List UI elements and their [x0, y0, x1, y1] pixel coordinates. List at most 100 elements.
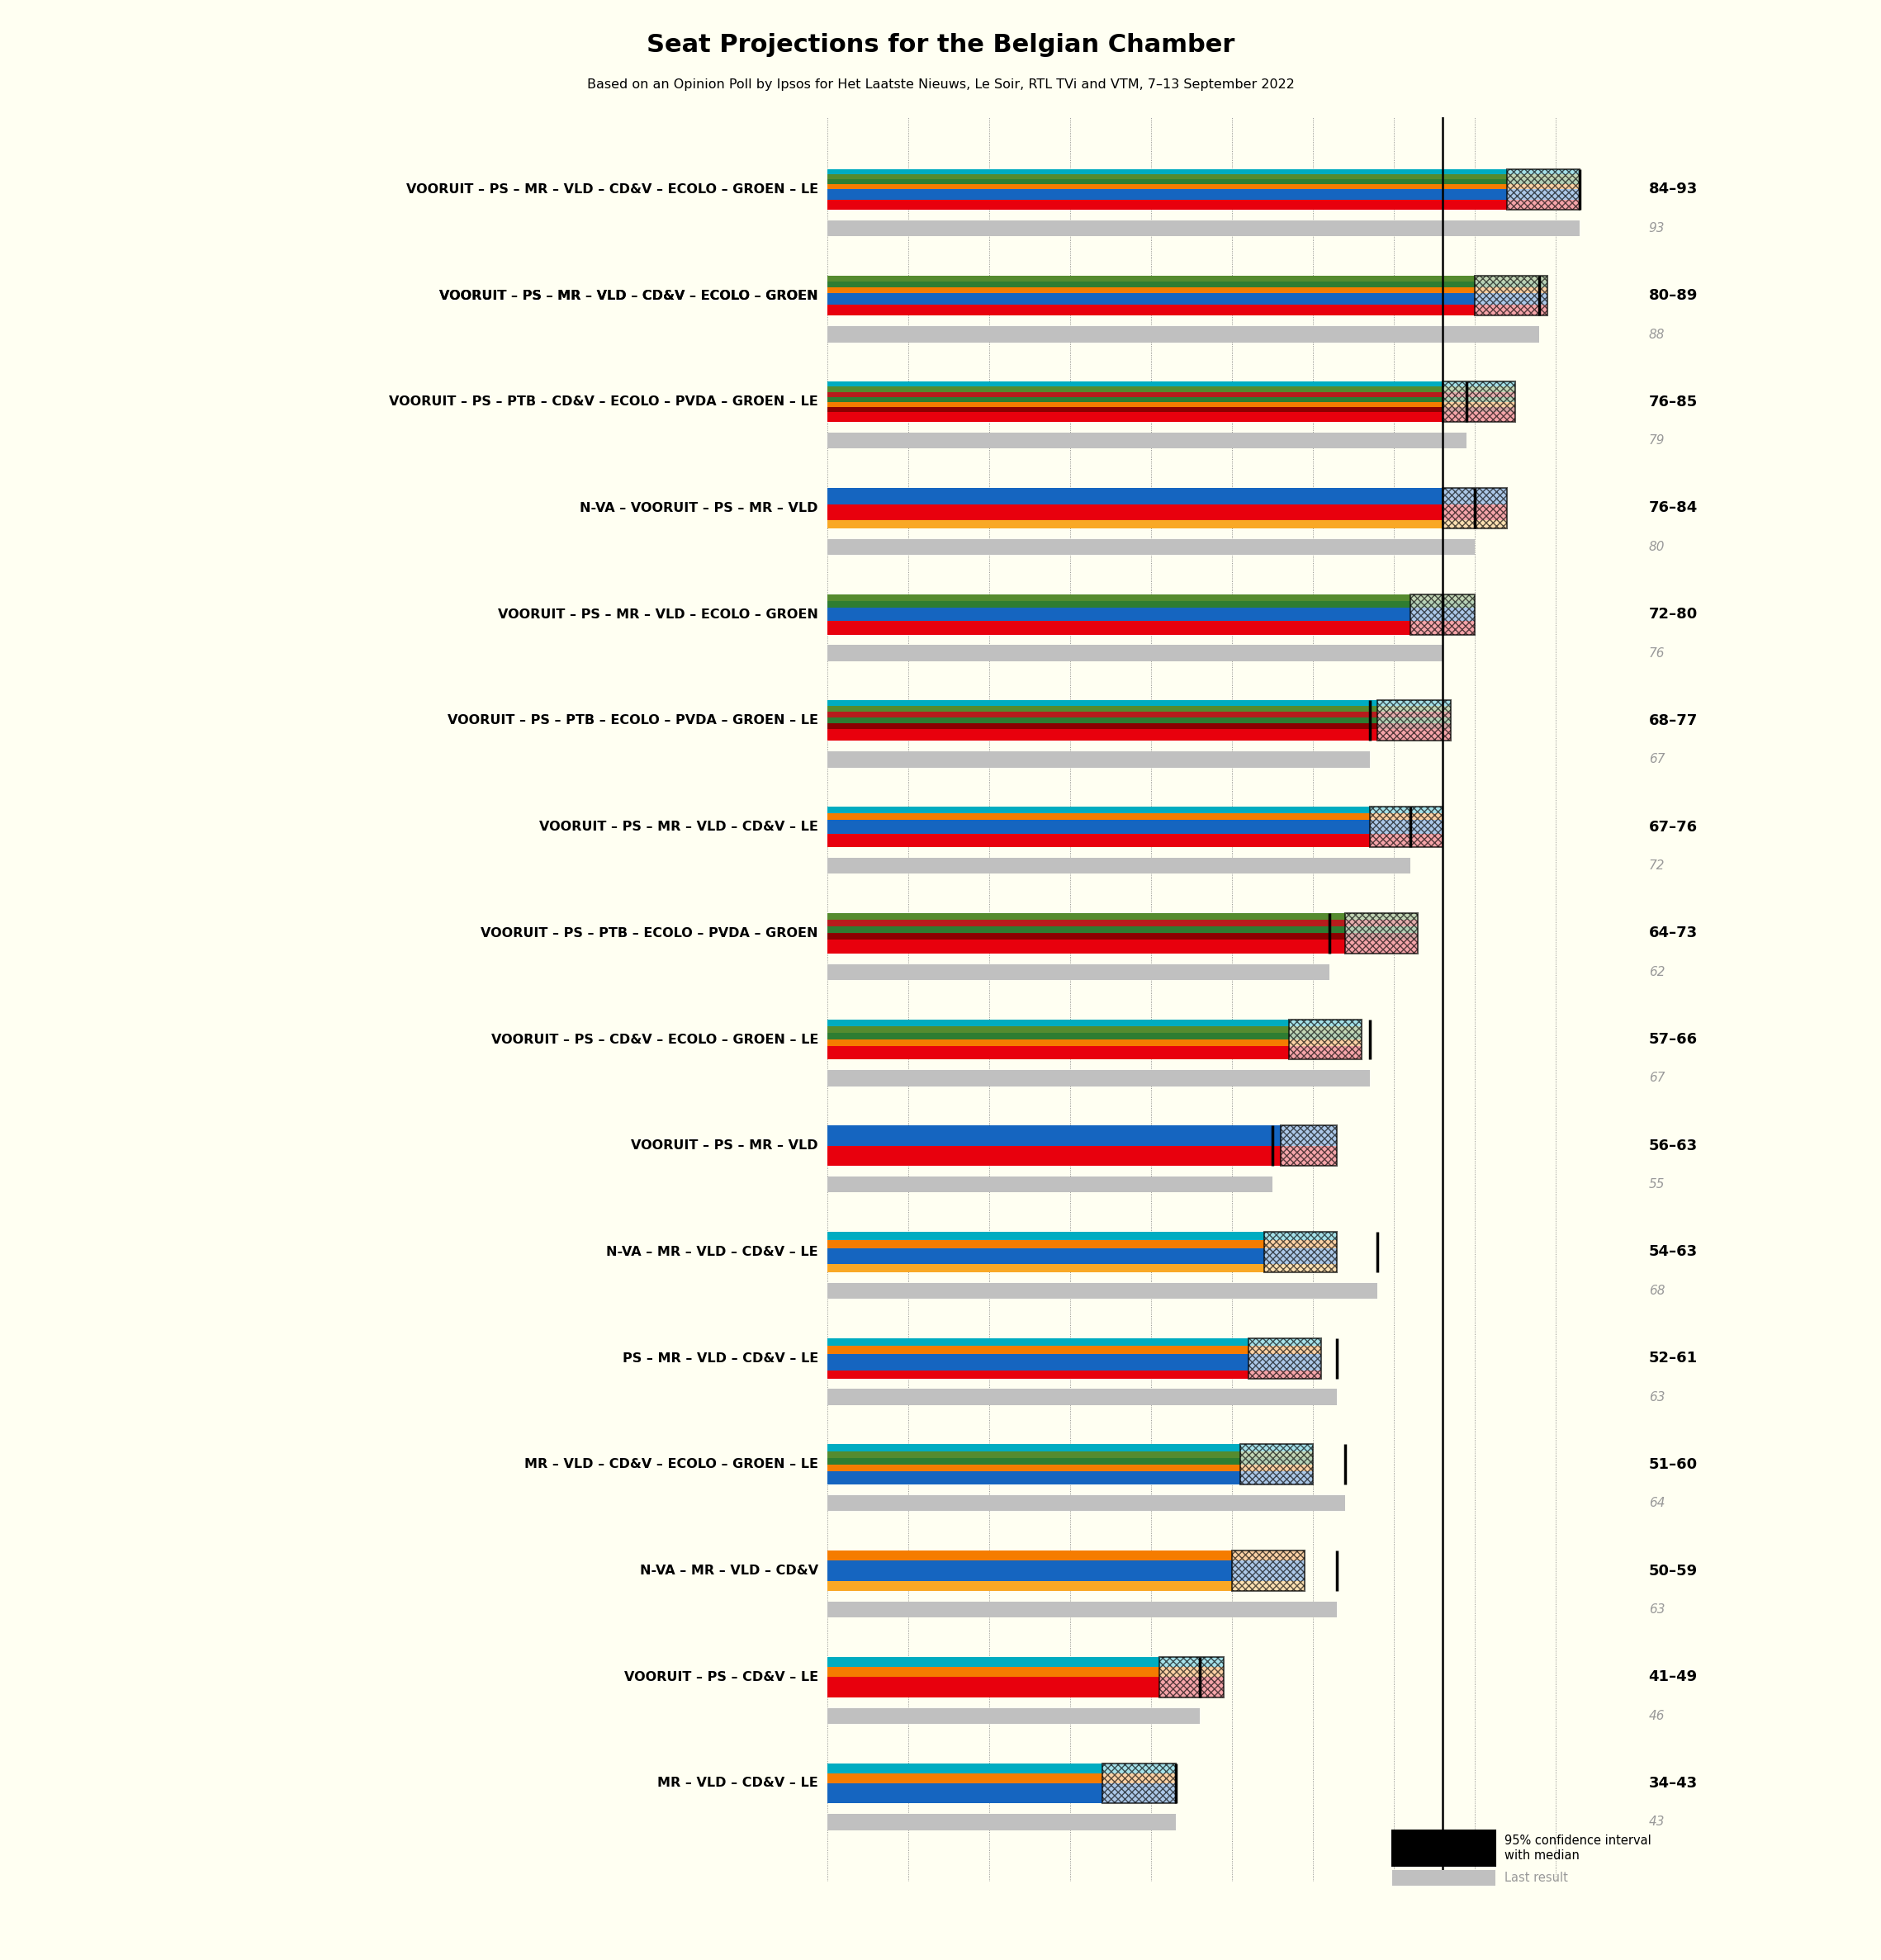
Text: 88: 88: [1648, 327, 1665, 341]
Bar: [828, 819, 1443, 827]
Bar: [828, 645, 1443, 661]
Text: VOORUIT – PS – MR – VLD – ECOLO – GROEN: VOORUIT – PS – MR – VLD – ECOLO – GROEN: [498, 608, 818, 621]
Text: Last result: Last result: [1505, 1872, 1569, 1884]
Bar: [828, 1707, 1200, 1723]
Bar: [828, 1053, 1362, 1060]
Bar: [828, 723, 1450, 729]
Bar: [828, 1472, 1313, 1478]
Bar: [828, 1815, 1176, 1831]
Bar: [828, 1774, 1176, 1784]
Bar: [828, 488, 1507, 496]
Bar: [828, 613, 1475, 621]
Bar: [828, 1249, 1337, 1256]
Text: Seat Projections for the Belgian Chamber: Seat Projections for the Belgian Chamber: [647, 33, 1234, 57]
Bar: [828, 941, 1418, 947]
Text: Based on an Opinion Poll by Ipsos for Het Laatste Nieuws, Le Soir, RTL TVi and V: Based on an Opinion Poll by Ipsos for He…: [587, 78, 1294, 90]
Text: 67–76: 67–76: [1648, 819, 1697, 835]
Bar: [828, 298, 1548, 304]
Text: 95% confidence interval
with median: 95% confidence interval with median: [1505, 1835, 1652, 1862]
Text: VOORUIT – PS – PTB – ECOLO – PVDA – GROEN – LE: VOORUIT – PS – PTB – ECOLO – PVDA – GROE…: [448, 715, 818, 727]
Bar: [828, 504, 1507, 512]
Bar: [828, 700, 1450, 706]
Bar: [828, 286, 1548, 292]
Bar: [828, 412, 1516, 417]
Text: 57–66: 57–66: [1648, 1033, 1697, 1047]
Bar: [1475, 276, 1548, 316]
Bar: [828, 178, 1580, 184]
Bar: [828, 1560, 1305, 1570]
Bar: [828, 827, 1443, 833]
Text: VOORUIT – PS – MR – VLD: VOORUIT – PS – MR – VLD: [632, 1139, 818, 1152]
Bar: [1411, 594, 1475, 635]
Bar: [828, 402, 1516, 408]
Bar: [828, 1582, 1305, 1592]
Text: 52–61: 52–61: [1648, 1350, 1697, 1366]
Bar: [828, 1570, 1305, 1582]
Text: 63: 63: [1648, 1603, 1665, 1615]
Text: 41–49: 41–49: [1648, 1670, 1697, 1684]
Bar: [828, 858, 1411, 874]
Bar: [828, 169, 1580, 174]
Bar: [828, 1688, 1225, 1697]
Bar: [828, 1241, 1337, 1249]
Bar: [828, 1784, 1176, 1793]
Bar: [828, 539, 1475, 555]
Bar: [828, 304, 1548, 310]
Bar: [828, 1793, 1176, 1803]
Text: 67: 67: [1648, 753, 1665, 766]
Bar: [828, 1370, 1320, 1378]
Bar: [828, 519, 1507, 529]
Bar: [1369, 808, 1443, 847]
Text: VOORUIT – PS – MR – VLD – CD&V – LE: VOORUIT – PS – MR – VLD – CD&V – LE: [540, 821, 818, 833]
Bar: [828, 174, 1580, 178]
Bar: [828, 310, 1548, 316]
Bar: [828, 1390, 1337, 1405]
Bar: [828, 417, 1516, 421]
Bar: [828, 627, 1475, 635]
Bar: [828, 327, 1539, 343]
Bar: [828, 1666, 1225, 1678]
Bar: [1249, 1339, 1320, 1378]
Bar: [828, 841, 1443, 847]
Text: 43: 43: [1648, 1815, 1665, 1829]
Bar: [828, 1678, 1225, 1688]
Bar: [1240, 1445, 1313, 1486]
Bar: [828, 1176, 1272, 1192]
Bar: [828, 1125, 1337, 1135]
Text: 63: 63: [1648, 1392, 1665, 1403]
Text: VOORUIT – PS – MR – VLD – CD&V – ECOLO – GROEN: VOORUIT – PS – MR – VLD – CD&V – ECOLO –…: [440, 290, 818, 302]
Bar: [828, 200, 1580, 204]
Bar: [828, 184, 1580, 190]
Bar: [828, 1464, 1313, 1472]
Bar: [1507, 169, 1580, 210]
Bar: [828, 220, 1580, 235]
Bar: [828, 1478, 1313, 1486]
Bar: [1443, 382, 1516, 421]
Bar: [828, 1347, 1320, 1354]
Text: 72: 72: [1648, 860, 1665, 872]
Bar: [828, 808, 1443, 813]
Text: 68–77: 68–77: [1648, 713, 1697, 727]
Bar: [828, 913, 1418, 919]
Bar: [828, 408, 1516, 412]
Bar: [1377, 700, 1450, 741]
Text: MR – VLD – CD&V – LE: MR – VLD – CD&V – LE: [658, 1778, 818, 1789]
Bar: [828, 1156, 1337, 1166]
Bar: [828, 280, 1548, 286]
Text: 68: 68: [1648, 1284, 1665, 1298]
Bar: [828, 1047, 1362, 1053]
Bar: [828, 1354, 1320, 1362]
Bar: [828, 1362, 1320, 1370]
Text: MR – VLD – CD&V – ECOLO – GROEN – LE: MR – VLD – CD&V – ECOLO – GROEN – LE: [525, 1458, 818, 1470]
Bar: [1281, 1125, 1337, 1166]
Text: 46: 46: [1648, 1709, 1665, 1723]
Bar: [828, 292, 1548, 298]
Text: VOORUIT – PS – PTB – ECOLO – PVDA – GROEN: VOORUIT – PS – PTB – ECOLO – PVDA – GROE…: [482, 927, 818, 939]
Bar: [828, 1495, 1345, 1511]
Text: PS – MR – VLD – CD&V – LE: PS – MR – VLD – CD&V – LE: [623, 1352, 818, 1364]
Bar: [828, 382, 1516, 386]
Text: 76: 76: [1648, 647, 1665, 659]
Text: 62: 62: [1648, 966, 1665, 978]
Bar: [828, 1256, 1337, 1264]
Bar: [828, 386, 1516, 392]
